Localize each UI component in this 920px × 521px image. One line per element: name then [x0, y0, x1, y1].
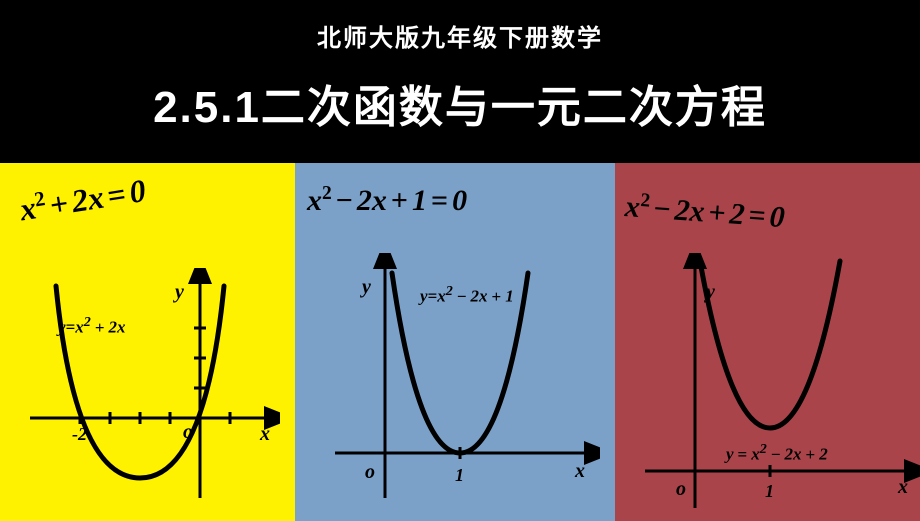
- svg-text:1: 1: [455, 465, 464, 485]
- svg-text:y: y: [704, 281, 715, 303]
- function-label: y=x2+2x: [58, 314, 126, 338]
- svg-text:x: x: [259, 423, 270, 445]
- parabola-graph: 1 x y o: [640, 253, 920, 513]
- equation: x2−2x+1=0: [307, 183, 467, 218]
- header: 北师大版九年级下册数学 2.5.1二次函数与一元二次方程: [0, 0, 920, 163]
- svg-text:o: o: [365, 461, 375, 483]
- equation: x2−2x+2=0: [624, 189, 786, 235]
- panels-row: x2+2x=0 -2xyoy=x2+2xx2−2x+1=0 1xyoy=x2−2…: [0, 163, 920, 521]
- svg-text:o: o: [676, 478, 686, 500]
- book-subtitle: 北师大版九年级下册数学: [0, 18, 920, 53]
- svg-text:y: y: [173, 281, 184, 303]
- function-label: y=x2−2x+2: [726, 441, 828, 465]
- svg-text:1: 1: [765, 481, 774, 501]
- svg-text:x: x: [574, 460, 585, 482]
- panel-blue: x2−2x+1=0 1 x y o y=x2−2x+1: [295, 163, 615, 521]
- svg-text:o: o: [183, 421, 193, 443]
- svg-text:x: x: [897, 476, 908, 498]
- lesson-title: 2.5.1二次函数与一元二次方程: [0, 71, 920, 135]
- svg-text:y: y: [360, 276, 371, 298]
- parabola-graph: -2xyo: [20, 268, 280, 508]
- panel-red: x2−2x+2=0 1 x y o y=x2−2x+2: [615, 163, 920, 521]
- equation: x2+2x=0: [17, 171, 148, 228]
- function-label: y=x2−2x+1: [420, 283, 514, 307]
- panel-yellow: x2+2x=0 -2xyoy=x2+2x: [0, 163, 295, 521]
